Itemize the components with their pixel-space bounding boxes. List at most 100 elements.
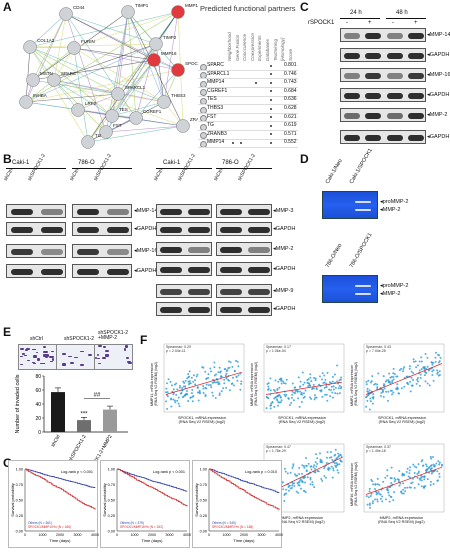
panel-label-b: B — [3, 152, 12, 166]
data-point — [325, 386, 328, 389]
scatter-svg — [363, 343, 445, 413]
network-node — [129, 111, 143, 125]
data-point — [397, 392, 400, 395]
network-node — [81, 135, 95, 149]
network-edge — [65, 13, 107, 133]
data-point — [386, 488, 389, 491]
data-point — [329, 451, 332, 454]
data-point — [280, 382, 283, 385]
zymo-band-label: ◂MMP-2 — [380, 291, 401, 297]
data-point — [210, 370, 213, 373]
data-point — [267, 387, 270, 390]
scatter-plot: Spearman: 0.17 p = 1.06e-04 SPOCK1, mRNA … — [250, 340, 348, 438]
data-point — [283, 393, 286, 396]
data-point — [403, 486, 406, 489]
x-axis-label: MMP2, mRNA expression (RNA Seq V2 RSEM) … — [378, 516, 425, 525]
legend-high: SPOCK1/MMP2^hi (N = 168) — [212, 525, 253, 529]
data-point — [309, 476, 312, 479]
data-point — [169, 380, 172, 383]
x-tick-label: 2000 — [56, 533, 64, 537]
data-point — [386, 469, 389, 472]
network-edge — [111, 101, 165, 117]
row-divider — [198, 112, 298, 114]
data-point — [392, 372, 395, 375]
blot-band — [386, 73, 403, 80]
data-point — [186, 377, 189, 380]
row-divider — [198, 104, 298, 105]
data-point — [381, 495, 384, 498]
data-point — [381, 388, 384, 391]
data-point — [405, 375, 408, 378]
lane-label: shCtrl — [2, 167, 15, 182]
blot-band — [40, 227, 64, 234]
data-point — [290, 402, 293, 405]
data-point — [426, 382, 429, 385]
blot-strip-786o — [72, 204, 132, 218]
image-label-shctrl: shCtrl — [30, 336, 44, 342]
data-point — [419, 377, 422, 380]
data-point — [383, 387, 386, 390]
data-point — [167, 378, 170, 381]
network-edge — [127, 11, 184, 127]
survival-curve-others — [25, 468, 96, 488]
data-point — [424, 352, 427, 355]
invasion-image — [18, 344, 57, 370]
data-point — [218, 394, 221, 397]
network-node — [23, 40, 37, 54]
data-point — [191, 395, 194, 398]
data-point — [276, 388, 279, 391]
logrank-label: Log-rank p < 0.001 — [153, 470, 185, 474]
data-point — [402, 492, 405, 495]
y-tick-label: 0.25 — [16, 514, 23, 518]
blot-band — [365, 113, 382, 120]
x-tick-label: 2000 — [240, 533, 248, 537]
data-point — [438, 354, 441, 357]
data-point — [334, 386, 337, 389]
data-point — [365, 380, 368, 383]
invaded-cell — [51, 358, 55, 361]
network-edge — [65, 13, 137, 119]
blot-marker-label: ◂MMP-16 — [427, 72, 450, 78]
data-point — [185, 389, 188, 392]
invaded-cell — [50, 350, 54, 353]
data-point — [307, 385, 310, 388]
data-point — [229, 361, 232, 364]
data-point — [239, 372, 242, 375]
blot-strip-caki1 — [6, 222, 66, 236]
data-point — [181, 396, 184, 399]
network-node — [157, 95, 171, 109]
data-point — [291, 382, 294, 385]
blot-band — [248, 227, 270, 234]
data-point — [187, 373, 190, 376]
legend-high: SPOCK1/MMP14^hi (N = 166) — [28, 525, 71, 529]
data-point — [318, 375, 321, 378]
data-point — [298, 484, 301, 487]
data-point — [313, 467, 316, 470]
data-point — [278, 394, 281, 397]
data-point — [237, 365, 240, 368]
network-edge — [25, 46, 31, 103]
data-point — [327, 466, 330, 469]
blot-band — [248, 307, 270, 314]
data-point — [417, 463, 420, 466]
network-node-label: TIMP1 — [135, 3, 149, 8]
evidence-dot — [270, 141, 273, 145]
network-edge — [29, 46, 119, 95]
invaded-cell — [26, 359, 31, 362]
data-point — [374, 382, 377, 385]
evidence-dot — [270, 81, 273, 84]
network-edge — [53, 79, 184, 127]
data-point — [170, 405, 173, 408]
header-rule — [6, 168, 66, 169]
data-point — [398, 484, 401, 487]
y-tick-label: 1.00 — [16, 468, 23, 472]
data-point — [270, 404, 273, 407]
invaded-cell — [97, 357, 101, 360]
network-node-label: SPOCK1 — [185, 61, 198, 66]
data-point — [393, 491, 396, 494]
data-point — [299, 390, 302, 393]
data-point — [402, 370, 405, 373]
data-point — [376, 498, 379, 501]
network-edge — [25, 101, 79, 111]
data-point — [306, 379, 309, 382]
